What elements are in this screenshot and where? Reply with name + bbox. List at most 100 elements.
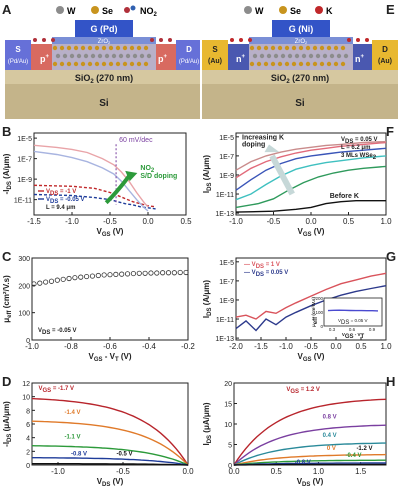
lattice-atom	[143, 61, 149, 67]
data-point	[66, 275, 72, 282]
lattice-atom	[312, 45, 318, 51]
data-point	[177, 269, 183, 276]
y-axis-label: IDS (A/μm)	[202, 280, 213, 318]
legend-se-dot	[91, 6, 99, 14]
x-tick-label: 0.5	[343, 217, 355, 226]
annotation-before-k: Before K	[330, 193, 359, 200]
drain-label: D	[186, 45, 192, 54]
lattice-atom	[256, 45, 262, 51]
chart-g-transfer-nfet: 1E-5 1E-7 1E-9 1E-11 1E-13-2.0 -1.5 -1.0 -0.5 0.…	[202, 257, 392, 363]
lattice-atom	[305, 45, 311, 51]
lattice-atom	[59, 45, 65, 51]
x-axis-label: VGS (V)	[298, 352, 325, 363]
lattice-atom	[277, 45, 283, 51]
y-tick-label: 20	[224, 381, 232, 388]
y-tick-label: 1E-9	[17, 177, 32, 184]
curve-label: -0.8 V	[295, 460, 311, 466]
oxide-layer	[249, 37, 353, 44]
lattice-atom	[143, 45, 149, 51]
si-substrate	[5, 84, 200, 119]
legend-length: L = 9.4 μm	[46, 205, 75, 211]
lattice-atom	[343, 53, 349, 59]
dopant-atom	[239, 38, 243, 42]
lattice-atom	[277, 61, 283, 67]
y-tick-label: 1E-13	[215, 211, 234, 218]
legend-length: L = 6.2 μm	[341, 145, 370, 151]
x-axis-label: VGS (V)	[298, 227, 325, 238]
legend-layers: 3 MLs WSe2	[341, 153, 377, 161]
source-label: S	[15, 45, 21, 54]
curve-label: -0.4 V	[345, 453, 361, 459]
lattice-atom	[249, 61, 255, 67]
lattice-atom	[252, 53, 258, 59]
lattice-atom	[298, 45, 304, 51]
y-axis-label: -IDS (μA/μm)	[2, 401, 13, 447]
data-point	[31, 281, 37, 287]
series-line	[235, 147, 387, 191]
legend-w-dot	[56, 6, 64, 14]
lattice-atom	[291, 61, 297, 67]
lattice-atom	[340, 61, 346, 67]
lattice-atom	[52, 61, 58, 67]
lattice-atom	[111, 53, 117, 59]
series-line	[235, 272, 387, 320]
data-point	[154, 270, 160, 276]
inset-x-tick-label: 0.6	[349, 327, 356, 332]
x-tick-label: 0.5	[271, 467, 283, 476]
inset-x-tick-label: 0.9	[369, 327, 376, 332]
source-electrode	[202, 40, 228, 70]
lattice-atoms	[33, 38, 172, 67]
data-point	[72, 275, 78, 281]
x-tick-label: -0.5	[304, 342, 318, 351]
condition-note: VDS = -0.05 V	[38, 328, 77, 336]
lattice-atom	[122, 61, 128, 67]
data-point	[84, 273, 90, 280]
lattice-atom	[66, 45, 72, 51]
inset-frame	[323, 297, 383, 327]
y-tick-label: 1E-5	[219, 135, 234, 142]
sio2-layer	[202, 70, 398, 84]
dopant-atom	[159, 38, 163, 42]
legend-no2-label: NO2	[140, 6, 158, 18]
y-tick-label: 1E-11	[216, 192, 234, 199]
lattice-atom	[136, 61, 142, 67]
x-axis-label: VGS (V)	[97, 227, 124, 238]
curve-label: 0.8 V	[323, 414, 337, 420]
data-point	[142, 270, 148, 276]
series-line	[233, 424, 387, 466]
y-tick-label: 10	[22, 395, 30, 402]
curve-label: VGS = -1.7 V	[39, 386, 75, 394]
legend-vds: VDS = 0.05 V	[341, 137, 378, 145]
lattice-atom	[284, 61, 290, 67]
data-point	[171, 270, 177, 276]
x-tick-label: 0.0	[330, 342, 342, 351]
legend-se-dot	[279, 6, 287, 14]
legend-entry: VDS = -0.05 V	[46, 197, 85, 205]
y-tick-label: 4	[26, 436, 30, 443]
data-point	[60, 276, 66, 282]
x-tick-label: 0.0	[142, 217, 154, 226]
data-point	[89, 273, 96, 279]
curve-label: VGS = 1.2 V	[286, 387, 320, 395]
lattice-atom	[76, 53, 82, 59]
y-axis-label: μeff (cm²/V.s)	[2, 275, 13, 323]
y-tick-label: 5	[228, 443, 232, 450]
lattice-atom	[336, 53, 342, 59]
x-tick-label: 1.5	[355, 467, 367, 476]
y-tick-label: 1E-5	[17, 136, 32, 143]
lattice-atom	[249, 45, 255, 51]
series-line	[233, 398, 387, 466]
x-tick-label: -0.5	[116, 467, 130, 476]
inset-y-tick-label: 0	[320, 324, 323, 329]
x-tick-label: 1.0	[313, 467, 325, 476]
lattice-atom	[122, 45, 128, 51]
data-point	[54, 277, 60, 283]
lattice-atom	[69, 53, 75, 59]
series-line	[31, 397, 189, 466]
curve-label: -1.4 V	[65, 410, 81, 416]
lattice-atom	[139, 53, 145, 59]
panel-label-b: B	[2, 124, 12, 139]
gate-electrode	[272, 20, 330, 37]
lattice-atom	[291, 45, 297, 51]
source-label: S	[212, 45, 218, 54]
